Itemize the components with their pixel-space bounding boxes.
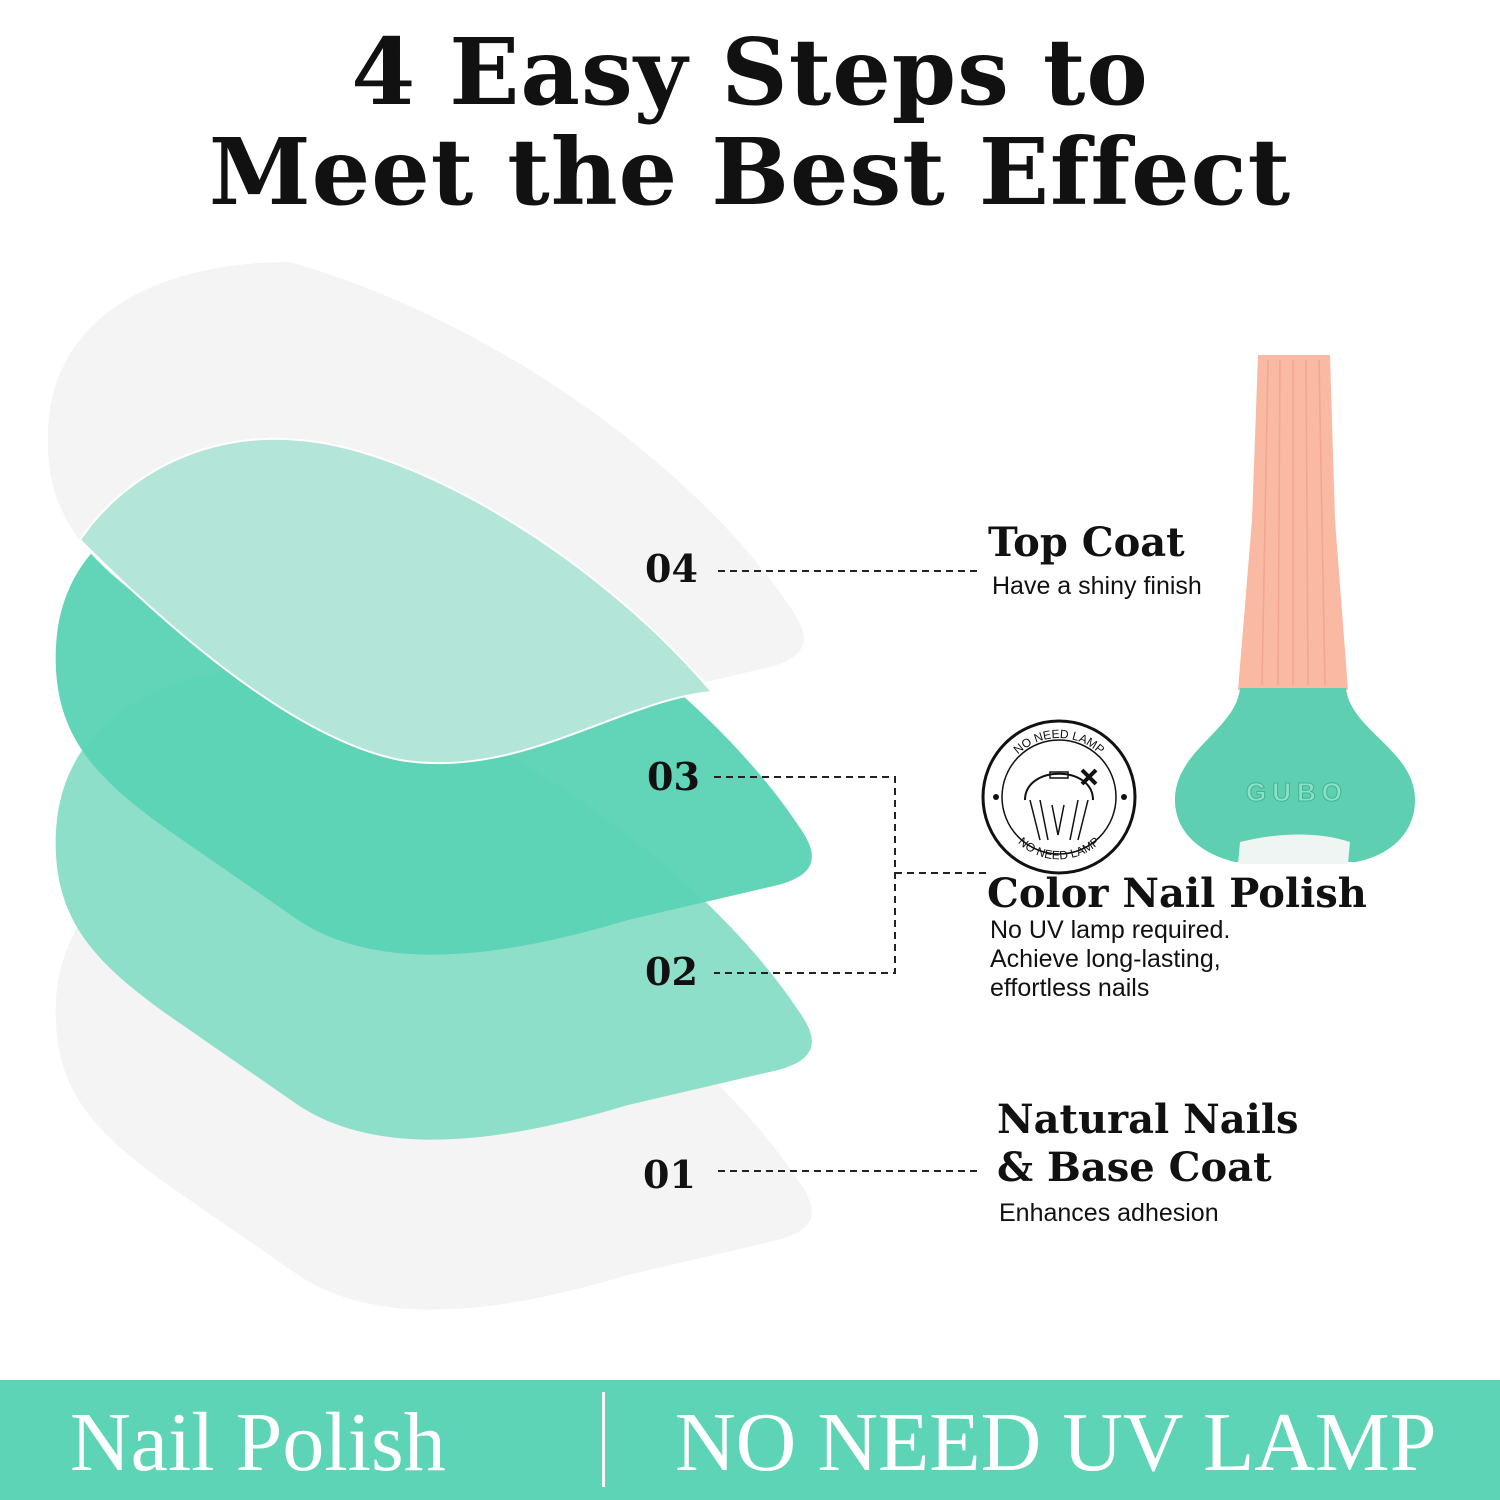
banner-right-text: NO NEED UV LAMP — [675, 1396, 1437, 1489]
step-heading-base-coat: Natural Nails & Base Coat — [997, 1096, 1299, 1191]
layer-04-top-coat — [78, 437, 715, 765]
step-number-03: 03 — [647, 754, 700, 799]
step-desc-color-polish: No UV lamp required. Achieve long-lastin… — [990, 916, 1231, 1002]
step-number-04: 04 — [645, 546, 698, 591]
no-uv-lamp-icon: NO NEED LAMP NO NEED LAMP — [981, 719, 1137, 875]
bottle-brand: GUBO — [1246, 777, 1348, 807]
step-heading-top-coat: Top Coat — [988, 519, 1185, 566]
banner-divider — [602, 1392, 605, 1487]
page-title: 4 Easy Steps to Meet the Best Effect — [208, 18, 1292, 226]
step-heading-color-polish: Color Nail Polish — [987, 870, 1367, 917]
banner-left-text: Nail Polish — [70, 1396, 446, 1489]
step-desc-top-coat: Have a shiny finish — [992, 572, 1202, 600]
nail-polish-bottle: GUBO — [1175, 355, 1415, 864]
step-number-01: 01 — [643, 1152, 696, 1197]
connector-lines — [714, 570, 990, 1172]
step-number-02: 02 — [645, 949, 698, 994]
step-desc-base-coat: Enhances adhesion — [999, 1199, 1219, 1227]
bottle-body — [1175, 688, 1415, 862]
bottom-banner: Nail Polish NO NEED UV LAMP — [0, 1380, 1500, 1500]
